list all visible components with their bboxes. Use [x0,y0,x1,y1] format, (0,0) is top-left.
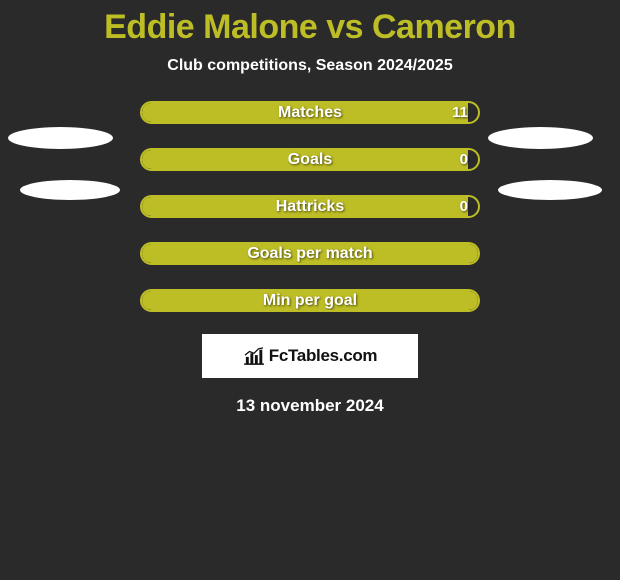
stat-row: Matches11 [0,101,620,124]
bar-chart-icon [243,347,265,365]
logo-box: FcTables.com [202,334,418,378]
stat-label: Goals [142,150,478,169]
stat-row: Min per goal [0,289,620,312]
stat-bar: Goals0 [140,148,480,171]
stat-value: 11 [452,103,468,122]
logo-text: FcTables.com [269,346,378,366]
stat-label: Min per goal [142,291,478,310]
stat-bar: Matches11 [140,101,480,124]
decorative-ellipse [488,127,593,149]
date-text: 13 november 2024 [0,396,620,416]
stat-bar: Goals per match [140,242,480,265]
decorative-ellipse [498,180,602,200]
stat-row: Goals0 [0,148,620,171]
stat-row: Goals per match [0,242,620,265]
stat-label: Matches [142,103,478,122]
stat-value: 0 [460,150,468,169]
decorative-ellipse [20,180,120,200]
subtitle: Club competitions, Season 2024/2025 [0,57,620,75]
stat-bar: Min per goal [140,289,480,312]
stat-value: 0 [460,197,468,216]
decorative-ellipse [8,127,113,149]
page-title: Eddie Malone vs Cameron [0,0,620,47]
stat-bar: Hattricks0 [140,195,480,218]
stat-label: Hattricks [142,197,478,216]
stat-label: Goals per match [142,244,478,263]
